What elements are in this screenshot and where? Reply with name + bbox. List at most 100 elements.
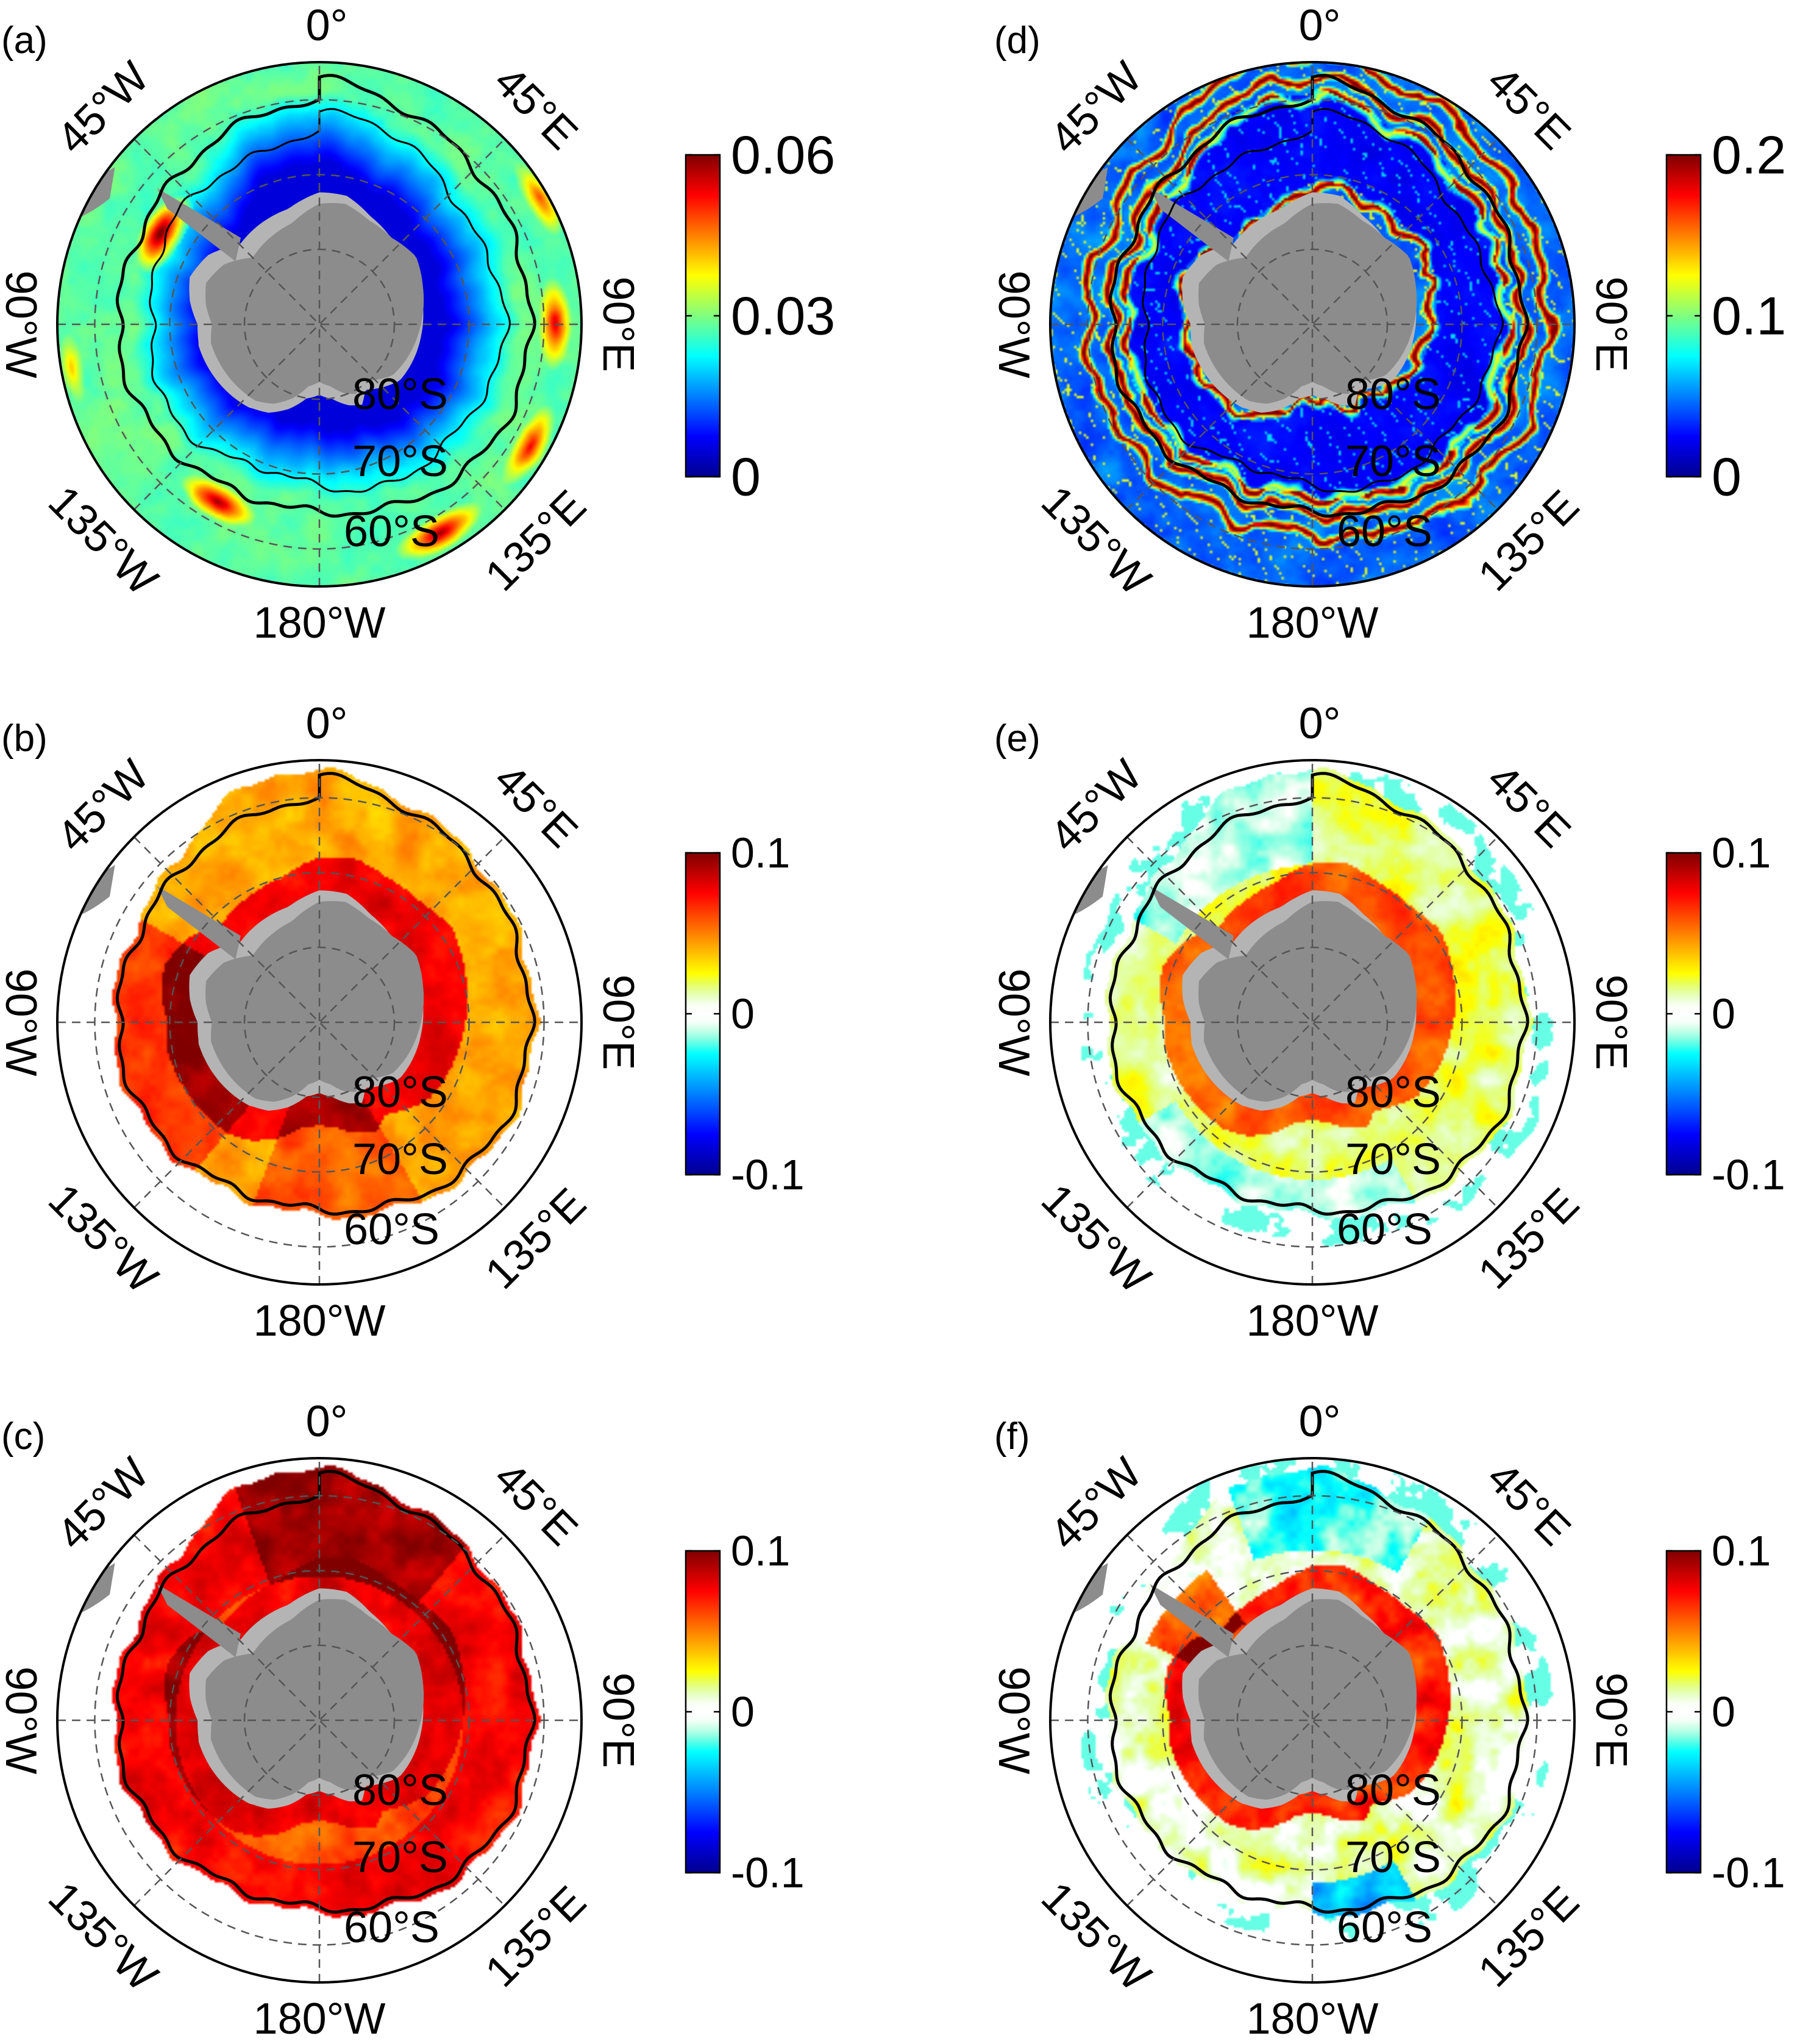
lat-label-70s: 70°S [352, 1135, 448, 1184]
front-contour [1108, 1470, 1529, 1914]
colorbar-tick-label: 0.1 [731, 829, 790, 877]
map-frame [56, 61, 583, 588]
lon-label-90w: 90°W [0, 969, 45, 1077]
lon-label-0: 0° [306, 1, 348, 50]
colorbar-tick-label: 0 [1712, 1688, 1735, 1736]
lon-label-90e: 90°E [1587, 975, 1635, 1070]
front-contour [115, 1470, 536, 1914]
lon-label-0: 0° [306, 699, 348, 748]
colorbar-tick-label: 0.1 [1712, 286, 1786, 346]
colorbar-tick-label: 0.1 [1712, 829, 1771, 877]
lat-label-60s: 60°S [1337, 1205, 1432, 1254]
lon-label-180w: 180°W [254, 599, 386, 647]
antarctica-land [205, 1599, 424, 1800]
panel-label: (d) [994, 20, 1041, 62]
lon-label-90e: 90°E [594, 1673, 642, 1768]
colorbar-tick-label: 0 [1712, 990, 1735, 1038]
colorbar-b: -0.1 0 0.1 [685, 829, 805, 1198]
colorbar-tick-label: 0.1 [731, 1527, 790, 1575]
lon-label-180w: 180°W [1247, 1297, 1379, 1345]
inner-contour [149, 108, 511, 493]
antarctica-land [205, 203, 424, 404]
antarctica-land [205, 901, 424, 1102]
lon-label-90e: 90°E [594, 277, 642, 372]
lon-label-180w: 180°W [254, 1297, 386, 1345]
lat-label-70s: 70°S [1345, 437, 1441, 486]
map-frame [56, 759, 583, 1286]
antarctic-peninsula [157, 188, 241, 262]
lat-label-70s: 70°S [1345, 1833, 1441, 1882]
panel-label: (e) [994, 718, 1041, 760]
colorbar-tick-label: 0.1 [1712, 1527, 1771, 1575]
lon-label-90e: 90°E [1587, 1673, 1635, 1768]
lat-label-60s: 60°S [1337, 1903, 1432, 1952]
lon-label-0: 0° [1299, 1397, 1341, 1446]
lon-label-0: 0° [1299, 699, 1341, 748]
panel-label: (a) [1, 20, 48, 62]
lat-label-80s: 80°S [352, 1068, 448, 1117]
lon-label-90e: 90°E [594, 975, 642, 1070]
lat-label-60s: 60°S [1337, 507, 1432, 556]
graticule [1050, 1458, 1574, 1982]
front-contour [1108, 772, 1529, 1216]
graticule [1050, 62, 1574, 586]
colorbar-tick-label: 0 [731, 1688, 755, 1736]
antarctica-land [1198, 203, 1417, 404]
colorbar-f: -0.1 0 0.1 [1665, 1527, 1785, 1896]
panel-label: (c) [1, 1415, 45, 1458]
graticule [1050, 760, 1574, 1284]
colorbar-tick-label: -0.1 [1712, 1151, 1785, 1198]
panel-label: (f) [994, 1415, 1030, 1458]
lon-label-90e: 90°E [1587, 277, 1635, 372]
lon-label-0: 0° [1299, 1, 1341, 50]
lat-label-80s: 80°S [352, 370, 448, 419]
lat-label-60s: 60°S [344, 1205, 439, 1254]
lat-label-70s: 70°S [352, 437, 448, 486]
lat-label-80s: 80°S [1345, 370, 1441, 419]
lon-label-180w: 180°W [254, 1995, 386, 2043]
lat-label-80s: 80°S [1345, 1068, 1441, 1117]
lat-label-80s: 80°S [1345, 1766, 1441, 1815]
lat-label-60s: 60°S [344, 1903, 439, 1952]
antarctic-peninsula [1150, 1584, 1234, 1658]
antarctica-land [1198, 901, 1417, 1102]
colorbar-a: 0 0.03 0.06 [685, 125, 835, 507]
colorbar-tick-label: 0 [731, 447, 761, 507]
graticule [57, 62, 582, 586]
colorbar-tick-label: -0.1 [731, 1849, 805, 1896]
inner-contour [1142, 108, 1504, 493]
antarctic-peninsula [1150, 188, 1234, 262]
map-frame [56, 1457, 583, 1984]
panel-label: (b) [1, 718, 48, 760]
antarctic-peninsula [1150, 886, 1234, 960]
map-frame [1049, 1457, 1576, 1984]
colorbar-tick-label: 0.03 [731, 286, 835, 346]
graticule [57, 1458, 582, 1982]
colorbar-tick-label: 0 [1712, 447, 1741, 507]
colorbar-d: 0 0.1 0.2 [1665, 125, 1786, 507]
lat-label-70s: 70°S [1345, 1135, 1441, 1184]
lon-label-90w: 90°W [989, 271, 1038, 379]
colorbar-c: -0.1 0 0.1 [685, 1527, 805, 1896]
antarctic-peninsula [157, 886, 241, 960]
colorbar-tick-label: -0.1 [1712, 1849, 1785, 1896]
lon-label-90w: 90°W [989, 1667, 1038, 1775]
lat-label-60s: 60°S [344, 507, 439, 556]
lon-label-180w: 180°W [1247, 599, 1379, 647]
colorbar-tick-label: 0.2 [1712, 125, 1786, 185]
lon-label-90w: 90°W [0, 1667, 45, 1775]
front-contour [115, 772, 536, 1216]
map-frame [1049, 61, 1576, 588]
colorbar-tick-label: 0 [731, 990, 755, 1038]
antarctica-land [1198, 1599, 1417, 1800]
lon-label-90w: 90°W [989, 969, 1038, 1077]
colorbar-tick-label: -0.1 [731, 1151, 805, 1198]
lon-label-180w: 180°W [1247, 1995, 1379, 2043]
